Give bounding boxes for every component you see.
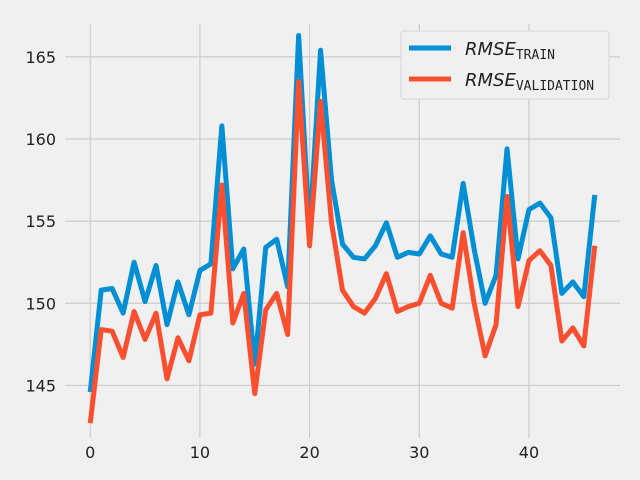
x-tick-label: 10 [190, 443, 210, 462]
y-tick-label: 145 [25, 376, 56, 395]
legend-box [400, 30, 610, 100]
legend-label-subscript: VALIDATION [516, 79, 594, 94]
series-line-rmse-train [87, 33, 598, 393]
legend-label-subscript: TRAIN [516, 48, 555, 63]
x-tick-label: 30 [409, 443, 429, 462]
legend-label-main: RMSE [465, 39, 516, 60]
x-tick-label: 20 [299, 443, 319, 462]
legend-label: RMSETRAIN [465, 39, 555, 63]
series-line-rmse-validation [87, 79, 598, 424]
y-tick-label: 160 [25, 130, 56, 149]
legend-label: RMSEVALIDATION [465, 70, 594, 94]
x-tick-label: 0 [85, 443, 95, 462]
y-tick-label: 150 [25, 294, 56, 313]
tick-labels: 0 10 20 30 40 145 150 155 160 165 [25, 48, 539, 462]
x-tick-label: 40 [519, 443, 539, 462]
series-lines [87, 33, 598, 424]
y-tick-label: 165 [25, 48, 56, 67]
y-tick-label: 155 [25, 212, 56, 231]
legend-label-main: RMSE [465, 70, 516, 91]
